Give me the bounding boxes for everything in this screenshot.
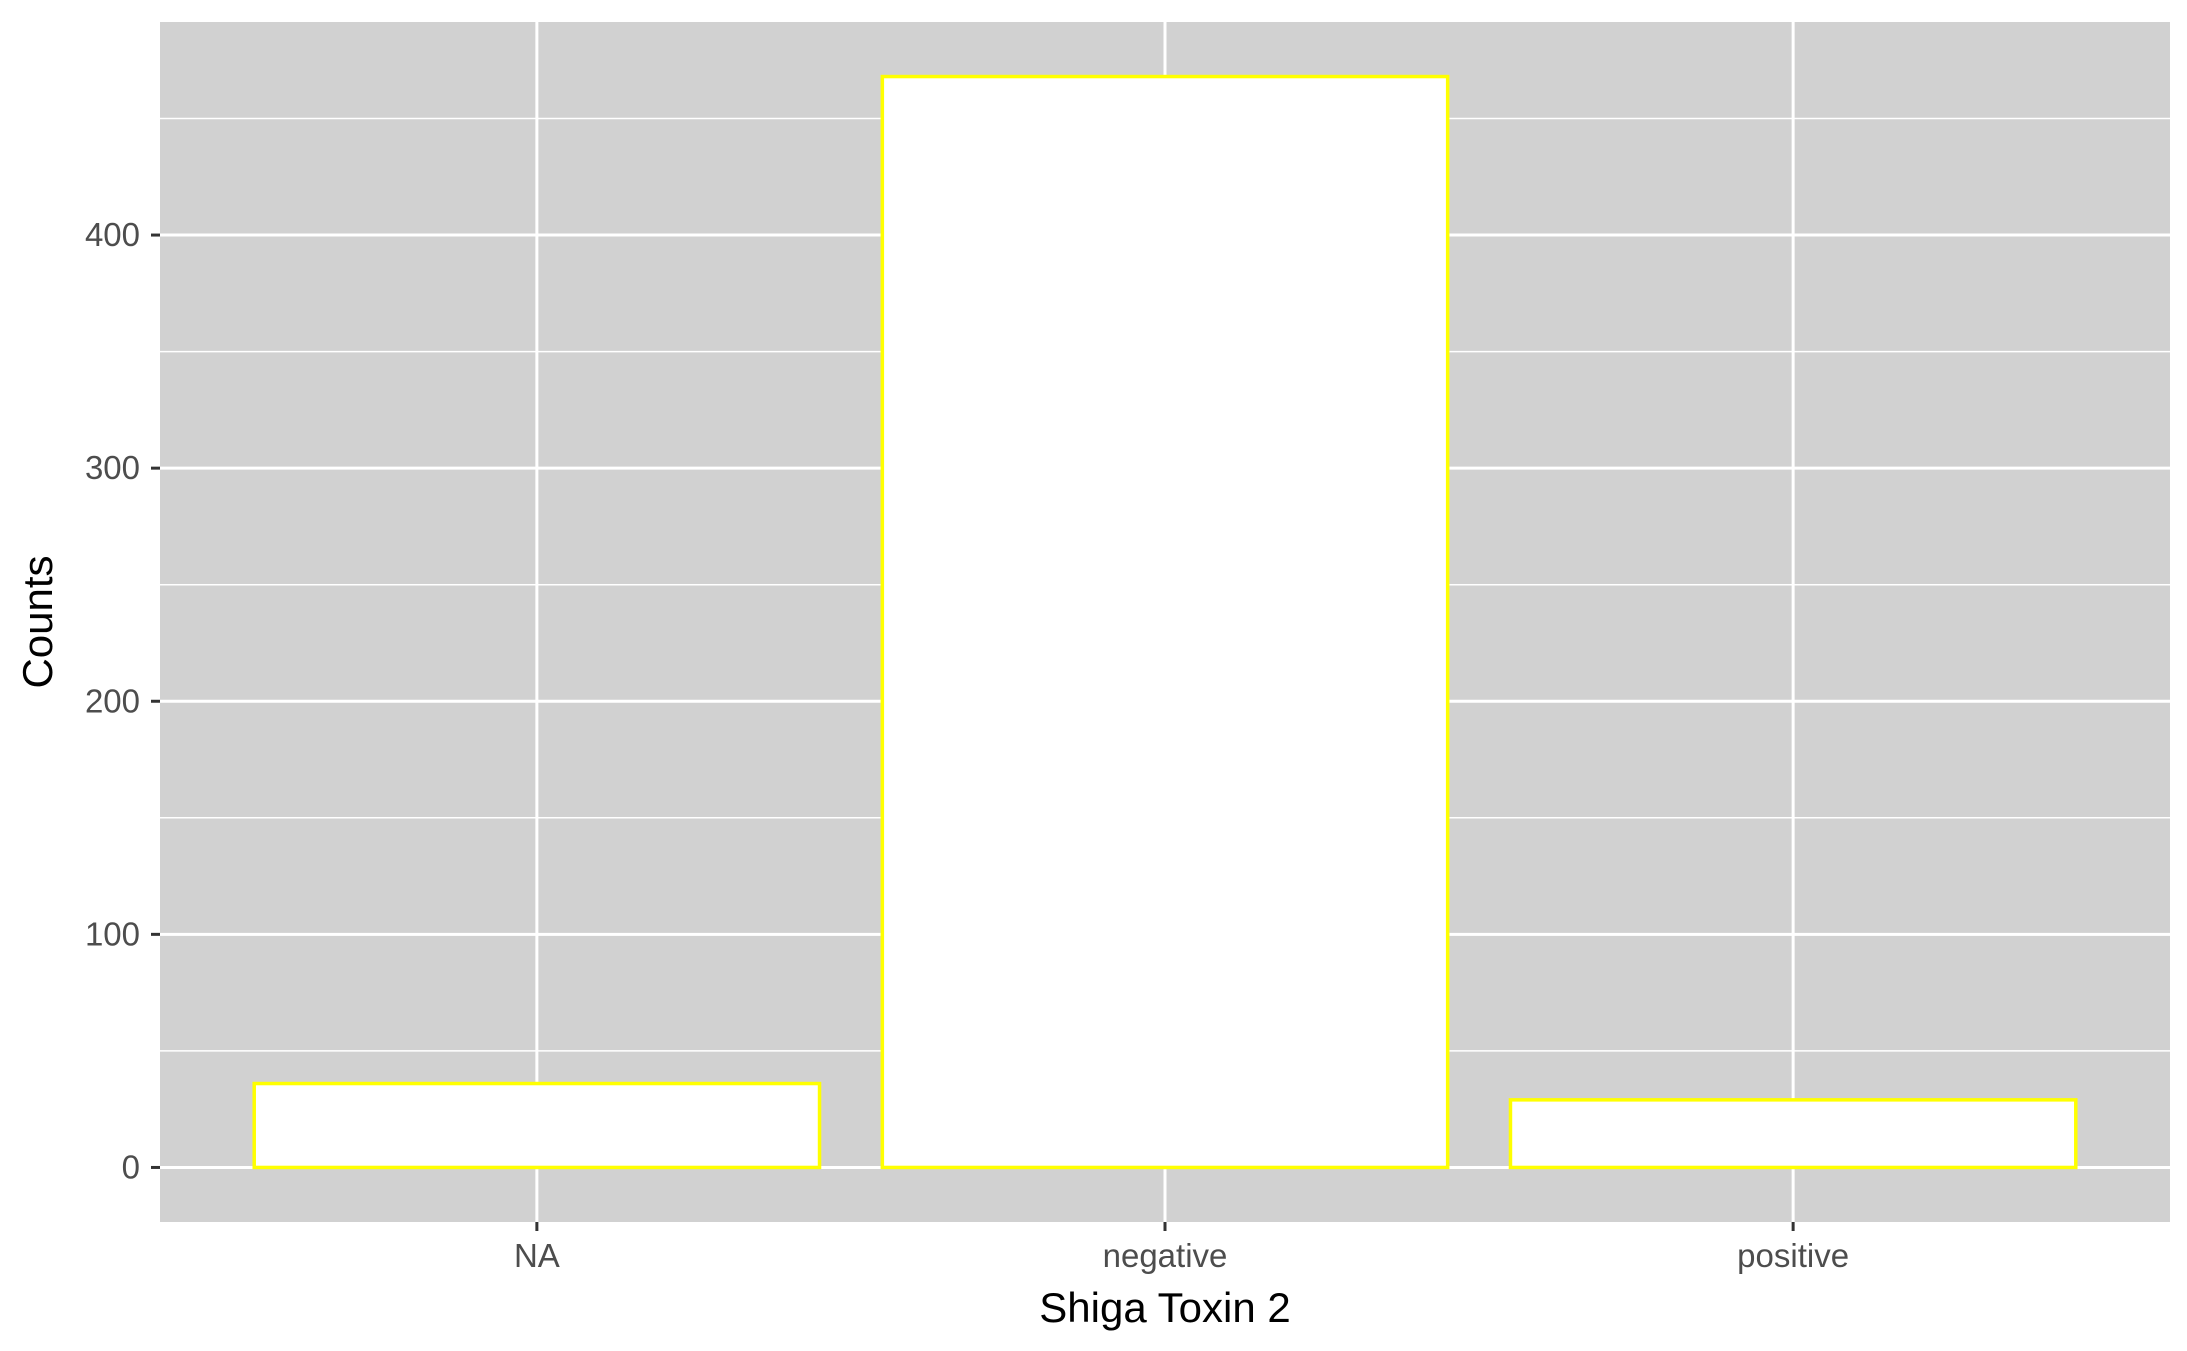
bar-positive xyxy=(1508,1098,2078,1170)
y-tick-label: 0 xyxy=(122,1148,140,1185)
x-tick-label: positive xyxy=(1737,1237,1849,1274)
x-axis-title: Shiga Toxin 2 xyxy=(1039,1284,1290,1331)
y-axis-ticks: 0 100 200 300 400 xyxy=(85,216,160,1185)
bar-negative xyxy=(880,74,1450,1170)
bars xyxy=(252,74,2078,1170)
y-tick-label: 100 xyxy=(85,915,140,952)
bar-na xyxy=(252,1081,822,1170)
y-tick-label: 200 xyxy=(85,682,140,719)
y-axis-title: Counts xyxy=(14,555,61,688)
x-axis-ticks: NA negative positive xyxy=(514,1222,1849,1274)
x-tick-label: negative xyxy=(1103,1237,1228,1274)
y-tick-label: 300 xyxy=(85,449,140,486)
y-tick-label: 400 xyxy=(85,216,140,253)
x-tick-label: NA xyxy=(514,1237,560,1274)
